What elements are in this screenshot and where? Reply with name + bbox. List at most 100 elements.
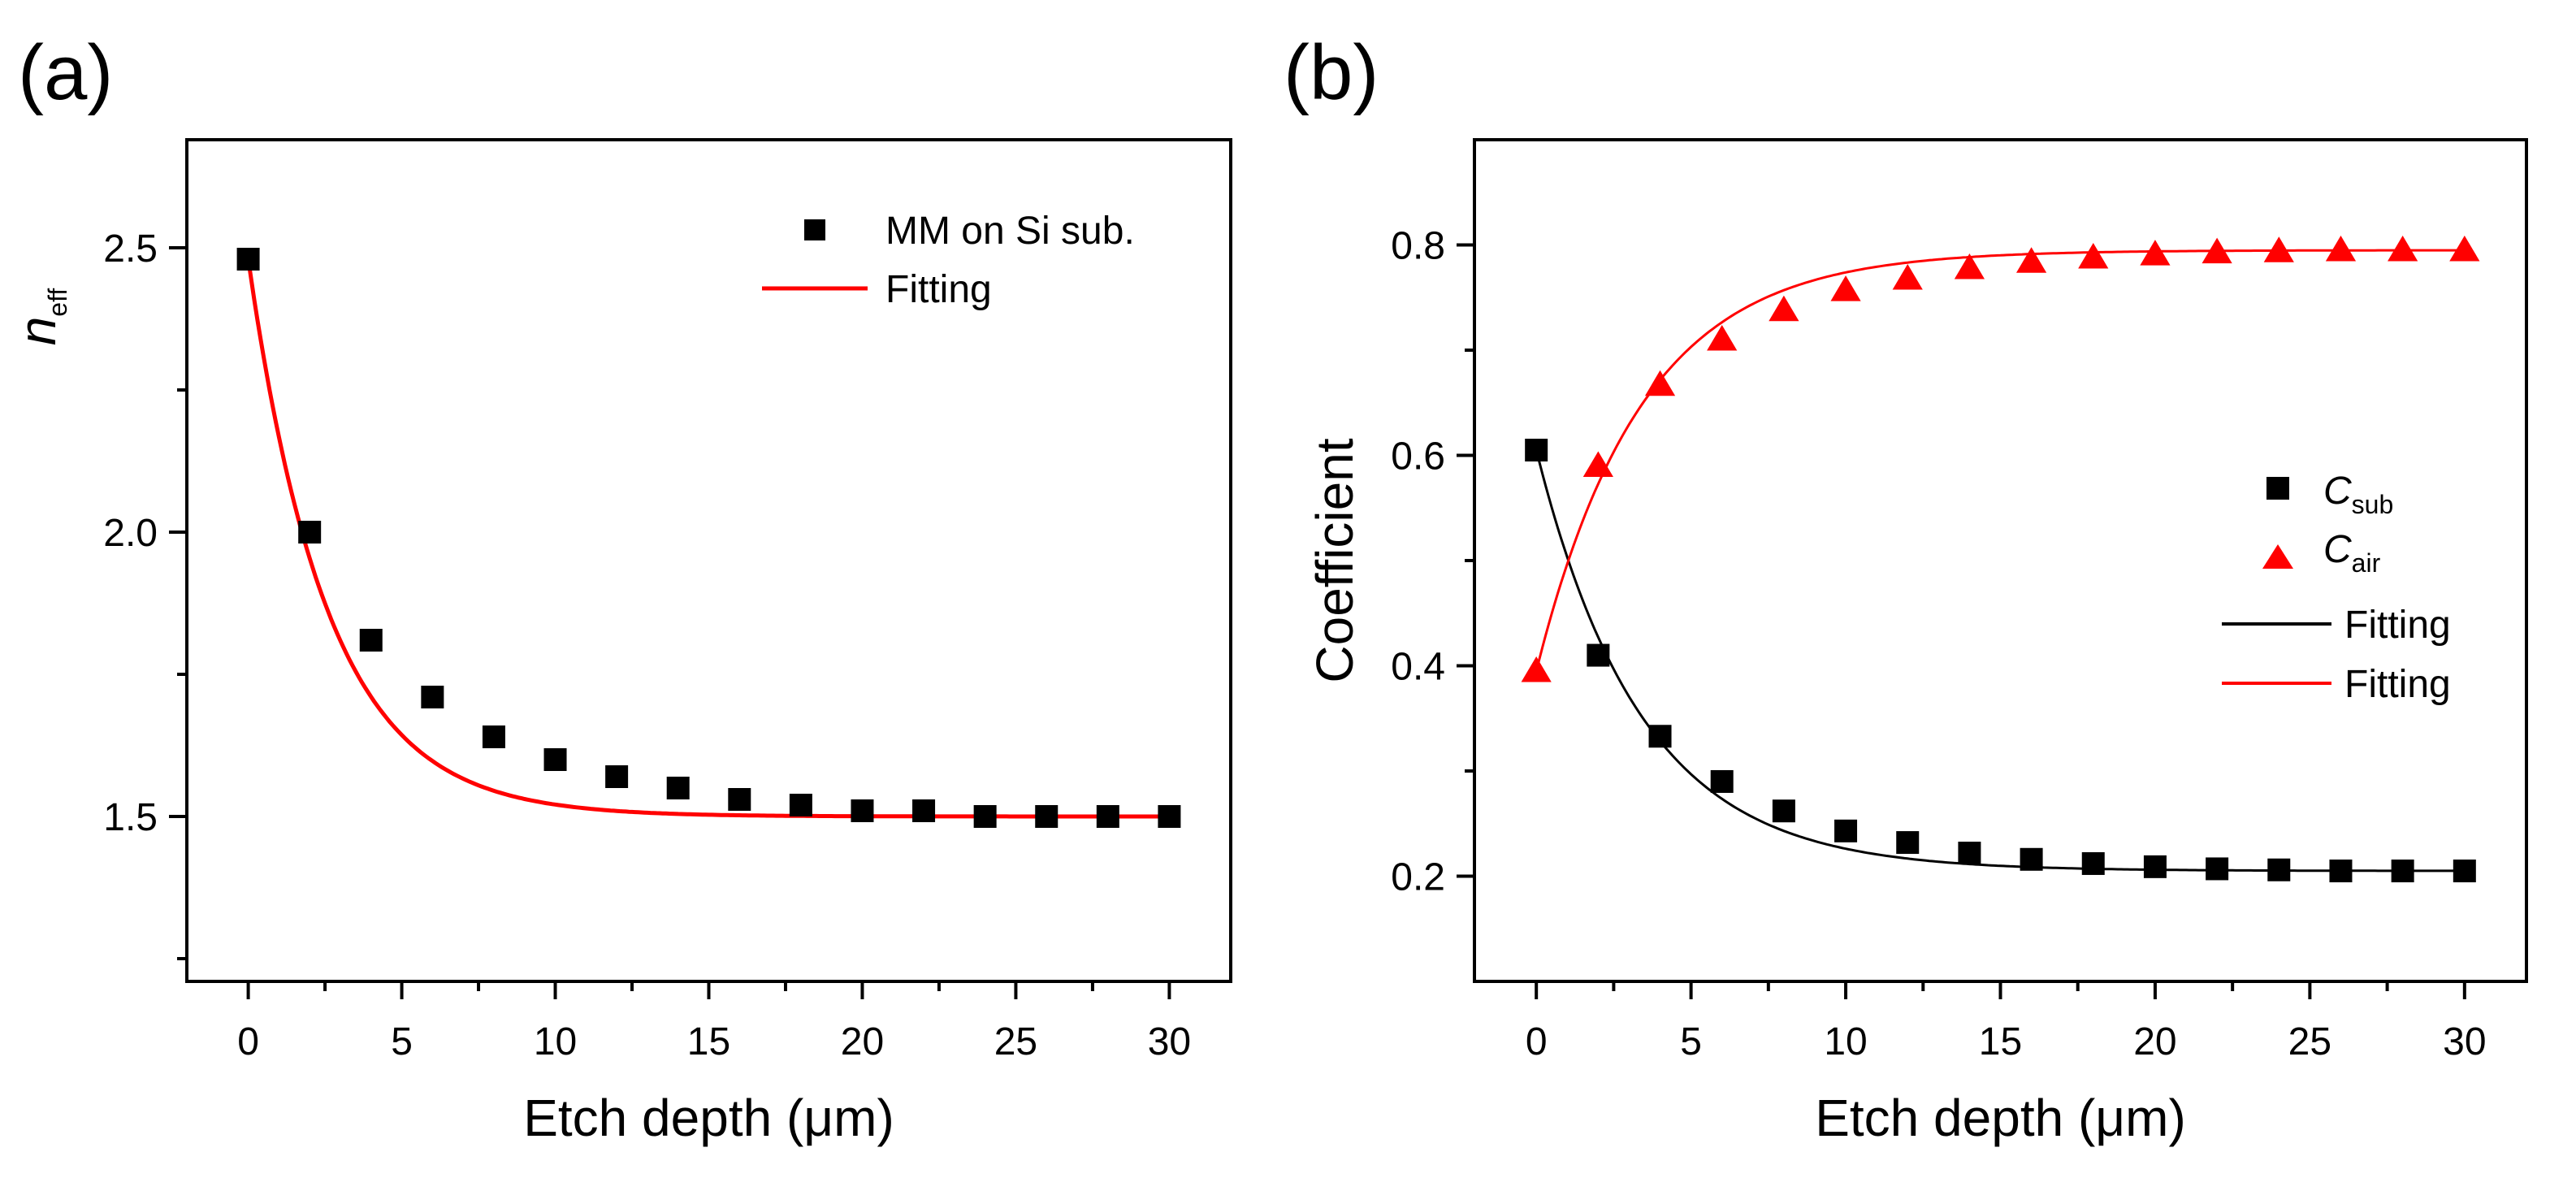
legend-label-csub-main: C	[2323, 470, 2352, 513]
legend-label-mm: MM on Si sub.	[885, 210, 1135, 253]
legend-label-cair: Cair	[2323, 528, 2381, 578]
legend-marker-triangle	[2262, 544, 2293, 569]
data-point-square	[605, 765, 629, 788]
y-tick-label: 0.2	[1391, 856, 1445, 899]
data-point-square	[2391, 860, 2414, 883]
data-point-triangle	[2388, 235, 2418, 262]
data-point-square	[543, 748, 567, 771]
data-point-square	[1710, 769, 1734, 793]
data-point-triangle	[1582, 451, 1613, 477]
panel-b-plot-frame	[1473, 138, 2528, 983]
panel-b-ticks	[1457, 243, 2466, 999]
x-tick-label: 5	[1680, 1020, 1702, 1063]
legend-marker-square	[804, 219, 825, 240]
data-point-triangle	[1892, 263, 1923, 290]
data-point-square	[2020, 847, 2043, 871]
x-tick-label: 15	[687, 1020, 730, 1063]
x-tick-label: 25	[2288, 1020, 2331, 1063]
data-point-triangle	[2015, 247, 2047, 273]
y-tick-label: 0.8	[1391, 225, 1445, 268]
y-tick-label: 0.6	[1391, 435, 1445, 479]
fit-line	[1535, 449, 2465, 873]
y-tick-label: 2.0	[103, 512, 158, 555]
legend-label-csub-sub: sub	[2352, 490, 2394, 519]
data-point-square	[789, 794, 812, 816]
panel-a-label: (a)	[18, 29, 113, 116]
x-tick-label: 5	[391, 1020, 413, 1063]
panel-a-markers	[236, 248, 1181, 828]
data-point-triangle	[2449, 235, 2480, 262]
x-tick-label: 25	[994, 1020, 1037, 1063]
y-tick-label: 1.5	[103, 796, 158, 839]
data-point-square	[851, 799, 874, 822]
x-tick-label: 15	[1979, 1020, 2022, 1063]
panel-a-y-axis-title: neff	[8, 288, 72, 346]
data-point-square	[2453, 860, 2476, 883]
data-point-square	[728, 788, 751, 811]
data-point-triangle	[2078, 243, 2109, 269]
data-point-triangle	[1954, 253, 1985, 279]
data-point-square	[666, 777, 690, 799]
panel-a-plot-frame	[185, 138, 1232, 983]
x-tick-label: 10	[534, 1020, 577, 1063]
legend-label-fitting-red: Fitting	[2344, 663, 2451, 706]
panel-a-x-axis-title: Etch depth (μm)	[523, 1089, 894, 1147]
data-point-triangle	[2202, 237, 2232, 264]
x-tick-label: 30	[2443, 1020, 2486, 1063]
panel-b: (b) 0 5 10 15 20 25 30 0.2 0.4 0.6 0.8 Etch depth …	[1284, 29, 2528, 1147]
data-point-square	[2081, 851, 2105, 875]
panel-b-label: (b)	[1284, 29, 1379, 116]
data-point-square	[1158, 805, 1181, 828]
x-tick-label: 20	[2133, 1020, 2176, 1063]
data-point-square	[1772, 799, 1795, 823]
panel-a-y-axis-title-main: n	[8, 317, 67, 346]
data-point-square	[1896, 831, 1920, 855]
panel-b-markers	[1521, 235, 2480, 883]
y-tick-label: 2.5	[103, 227, 158, 271]
data-point-square	[1958, 842, 1981, 865]
data-point-square	[1096, 805, 1119, 828]
data-point-square	[298, 521, 322, 544]
x-tick-label: 10	[1824, 1020, 1867, 1063]
data-point-square	[912, 799, 936, 822]
data-point-square	[2267, 858, 2291, 881]
data-point-triangle	[1521, 656, 1552, 682]
data-point-square	[2206, 857, 2229, 881]
data-point-square	[421, 686, 444, 708]
data-point-triangle	[1644, 370, 1676, 396]
data-point-triangle	[1707, 325, 1738, 351]
data-point-square	[236, 248, 260, 271]
panel-b-legend: Csub Cair Fitting Fitting	[2222, 470, 2451, 706]
panel-a-y-axis-title-sub: eff	[43, 288, 72, 317]
panel-b-tick-labels: 0 5 10 15 20 25 30 0.2 0.4 0.6 0.8	[1391, 225, 2486, 1064]
panel-b-y-axis-title: Coefficient	[1305, 438, 1364, 682]
panel-a: (a) 0 5 10 15 20 25 30 1.5 2.0 2.5 Etch depth (μm…	[8, 29, 1232, 1147]
data-point-square	[1648, 725, 1672, 748]
legend-label-cair-main: C	[2323, 528, 2352, 571]
data-point-square	[1587, 643, 1610, 667]
panel-a-fit-lines	[246, 258, 1170, 819]
data-point-square	[1525, 439, 1548, 462]
data-point-square	[1035, 805, 1059, 828]
data-point-triangle	[2325, 235, 2357, 262]
data-point-square	[2329, 860, 2353, 883]
panel-a-legend: MM on Si sub. Fitting	[762, 210, 1135, 311]
x-tick-label: 20	[841, 1020, 884, 1063]
y-tick-label: 0.4	[1391, 646, 1445, 689]
panel-a-tick-labels: 0 5 10 15 20 25 30 1.5 2.0 2.5	[103, 227, 1191, 1063]
x-tick-label: 30	[1148, 1020, 1191, 1063]
fit-line	[246, 258, 1170, 819]
legend-label-fitting-black: Fitting	[2344, 604, 2451, 647]
data-point-square	[359, 629, 383, 652]
fit-line	[1535, 249, 2465, 672]
data-point-triangle	[2263, 236, 2294, 262]
legend-label-fitting: Fitting	[885, 268, 992, 311]
x-tick-label: 0	[1526, 1020, 1548, 1063]
panel-b-x-axis-title: Etch depth (μm)	[1815, 1089, 2186, 1147]
panel-b-fit-lines	[1535, 249, 2465, 873]
data-point-triangle	[2140, 240, 2171, 266]
panel-a-ticks	[169, 246, 1171, 999]
data-point-square	[1834, 819, 1858, 842]
data-point-triangle	[1769, 295, 1799, 322]
